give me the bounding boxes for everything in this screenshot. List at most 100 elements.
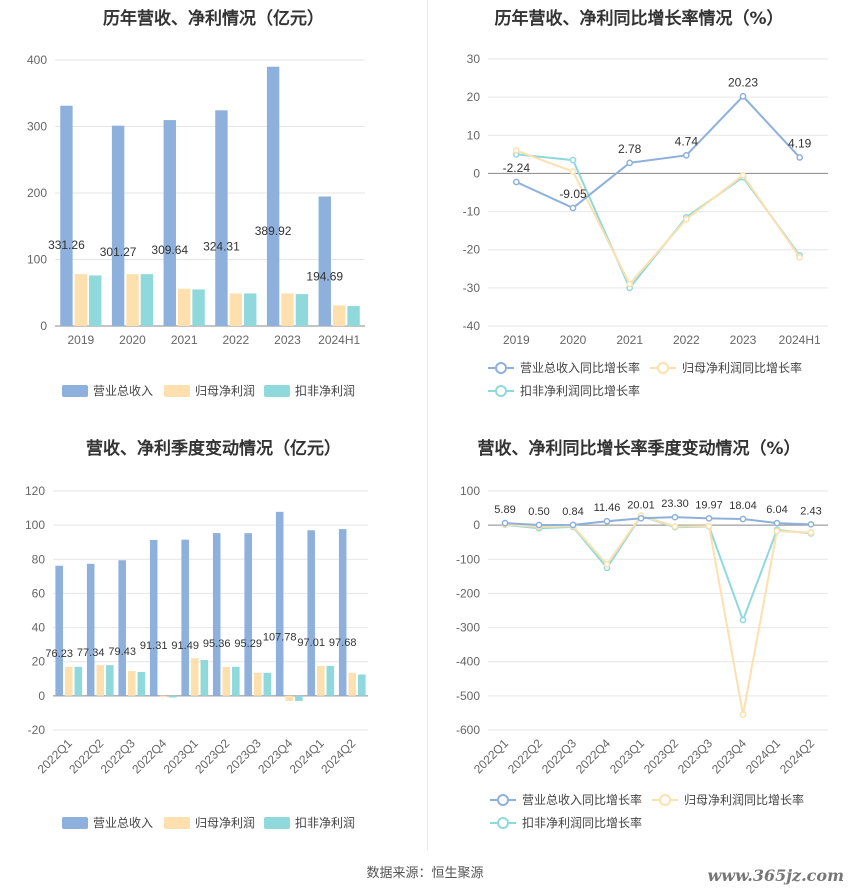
legend-label: 营业总收入 xyxy=(93,384,153,398)
data-label: 0.50 xyxy=(528,506,549,518)
bar xyxy=(307,530,315,696)
series-line xyxy=(504,514,812,623)
x-tick-label: 2023Q4 xyxy=(709,736,749,776)
x-tick-label: 2023Q3 xyxy=(675,736,715,776)
data-label: 79.43 xyxy=(108,646,136,658)
data-label: 95.36 xyxy=(203,638,231,650)
x-tick-label: 2020 xyxy=(560,333,587,347)
legend-label: 归母净利润同比增长率 xyxy=(684,792,804,807)
data-point xyxy=(569,156,577,164)
y-tick-label: 20 xyxy=(32,655,46,669)
y-tick-label: 60 xyxy=(32,586,46,600)
data-point xyxy=(796,253,804,261)
x-tick-label: 2021 xyxy=(616,333,643,347)
data-label: 107.78 xyxy=(263,632,297,644)
data-point xyxy=(807,520,815,528)
bar xyxy=(275,511,284,696)
y-tick-label: -30 xyxy=(463,281,481,295)
data-label: 23.30 xyxy=(661,498,689,510)
bar xyxy=(169,695,177,698)
data-label: 20.23 xyxy=(728,75,758,89)
y-tick-label: 0 xyxy=(473,518,480,532)
y-tick-label: 0 xyxy=(473,166,480,180)
data-point xyxy=(626,159,634,167)
data-point xyxy=(739,616,747,624)
data-point xyxy=(501,519,509,527)
data-label: 331.26 xyxy=(48,238,85,252)
x-tick-label: 2022 xyxy=(222,333,249,347)
legend-marker xyxy=(495,362,507,374)
legend-label: 归母净利润 xyxy=(195,816,255,830)
y-tick-label: 300 xyxy=(27,120,47,134)
data-label: 97.01 xyxy=(297,637,325,649)
y-tick-label: 80 xyxy=(32,552,46,566)
bar xyxy=(212,533,221,696)
bar xyxy=(232,666,240,696)
bar xyxy=(338,529,347,696)
y-tick-label: 100 xyxy=(27,253,47,267)
bar xyxy=(118,560,126,696)
data-label: 11.46 xyxy=(594,502,621,514)
y-tick-label: -200 xyxy=(456,586,480,600)
bar xyxy=(74,274,88,326)
legend-label: 归母净利润 xyxy=(195,384,255,398)
x-tick-label: 2020 xyxy=(119,333,146,347)
bar xyxy=(64,666,73,696)
bar xyxy=(126,274,139,326)
bar xyxy=(159,695,168,697)
y-tick-label: -40 xyxy=(463,319,481,333)
data-point xyxy=(569,168,577,175)
data-source-note: 数据来源：恒生聚源 xyxy=(366,865,484,880)
data-point xyxy=(739,515,747,523)
bar xyxy=(60,105,73,326)
data-label: 4.19 xyxy=(788,136,812,150)
y-tick-label: 0 xyxy=(40,319,47,333)
bar xyxy=(222,666,231,696)
data-point xyxy=(603,561,611,568)
data-point xyxy=(682,215,690,223)
data-label: 389.92 xyxy=(255,224,292,238)
x-tick-label: 2022Q4 xyxy=(573,736,613,776)
data-point xyxy=(739,711,747,718)
data-label: -2.24 xyxy=(503,161,531,175)
series-line xyxy=(516,153,801,290)
x-tick-label: 2023Q1 xyxy=(607,736,647,776)
x-tick-label: 2021 xyxy=(171,333,198,347)
bar xyxy=(200,660,209,696)
bar xyxy=(86,563,95,696)
data-label: 91.31 xyxy=(140,640,168,652)
quarterly-revenue-profit-chart: 营收、净利季度变动情况（亿元） -20 0 20 40 60 80 100 120 2022Q1… xyxy=(0,430,427,850)
x-tick-label: 2024Q2 xyxy=(318,736,358,776)
legend-swatch xyxy=(264,385,290,397)
data-point xyxy=(637,514,645,522)
legend-label: 扣非净利润 xyxy=(295,816,355,830)
data-label: 18.04 xyxy=(729,500,757,512)
data-label: 5.89 xyxy=(494,504,515,516)
data-point xyxy=(569,204,577,212)
bar xyxy=(332,305,346,326)
data-point xyxy=(773,519,781,527)
y-tick-label: 0 xyxy=(38,689,45,703)
y-tick-label: -400 xyxy=(456,655,480,669)
bar xyxy=(177,288,191,326)
x-tick-label: 2023Q2 xyxy=(641,736,681,776)
series-line xyxy=(515,94,801,210)
x-tick-label: 2024H1 xyxy=(779,333,821,347)
legend-label: 营业总收入 xyxy=(93,816,153,830)
data-point xyxy=(512,147,520,154)
x-tick-label: 2023 xyxy=(730,333,757,347)
bar xyxy=(96,665,105,696)
legend-marker xyxy=(659,794,671,806)
y-tick-label: -100 xyxy=(456,552,480,566)
data-point xyxy=(705,514,713,522)
legend-swatch xyxy=(164,817,190,829)
x-tick-label: 2022 xyxy=(673,333,700,347)
data-point xyxy=(682,151,690,159)
data-point xyxy=(569,521,577,529)
legend-swatch xyxy=(264,817,290,829)
annual-revenue-profit-chart: 历年营收、净利情况（亿元） 0 100 200 300 400 2019 2020 2021 2… xyxy=(0,0,427,420)
x-tick-label: 2019 xyxy=(503,333,530,347)
y-tick-label: 40 xyxy=(32,621,46,635)
data-point xyxy=(671,523,679,530)
y-tick-label: 30 xyxy=(467,52,481,66)
